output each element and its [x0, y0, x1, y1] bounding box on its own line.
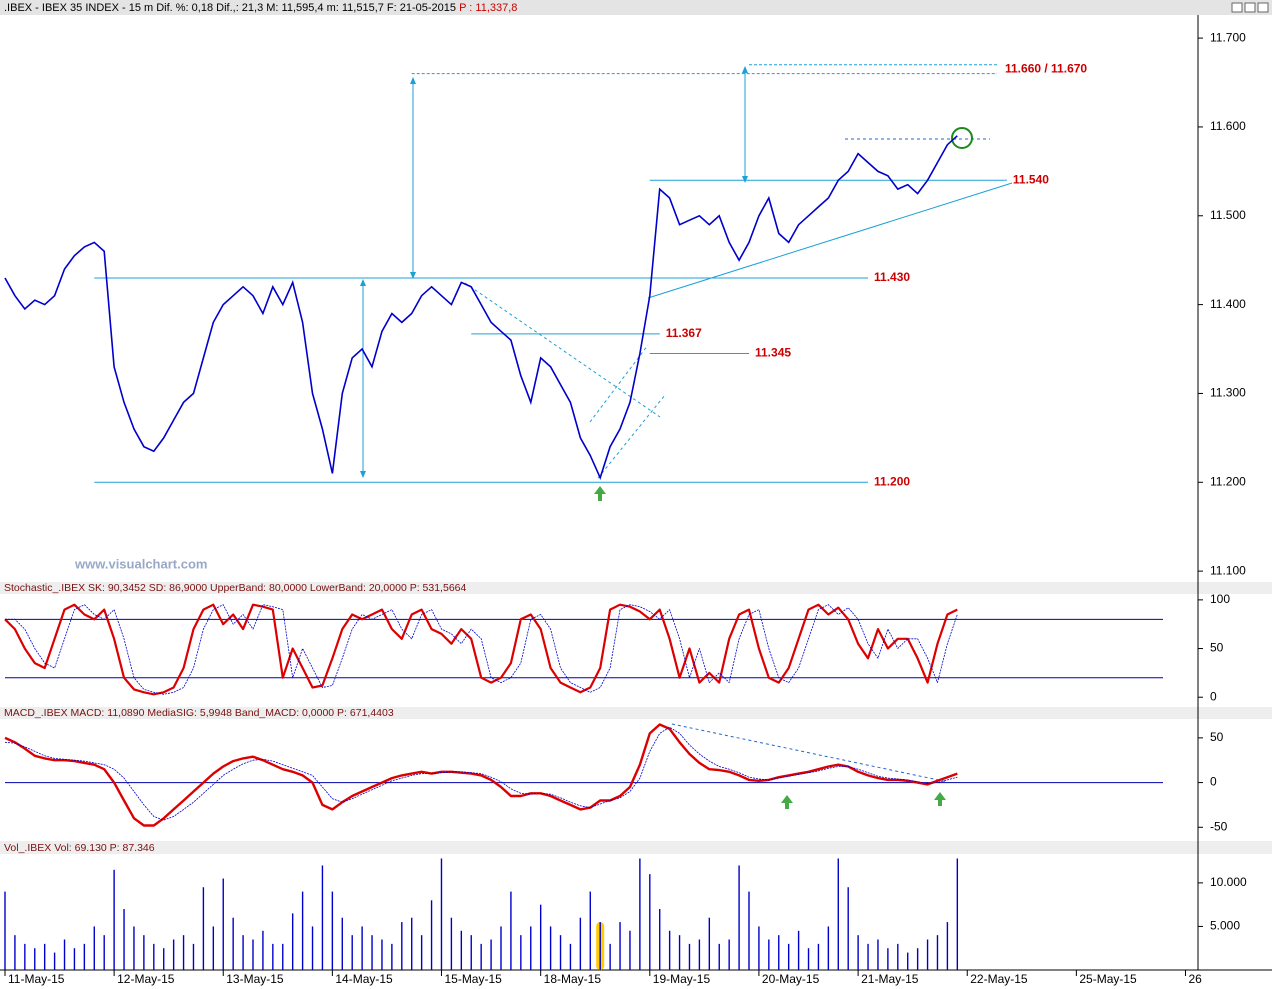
arrowheads: [360, 66, 748, 478]
x-tick-label: 19-May-15: [653, 972, 711, 986]
y-tick-label: 11.500: [1210, 208, 1246, 222]
y-tick-label: 50: [1210, 641, 1224, 655]
buy-arrow: [594, 486, 606, 501]
y-tick-label: 10.000: [1210, 875, 1247, 889]
y-tick-label: 11.400: [1210, 297, 1246, 311]
x-tick-label: 12-May-15: [117, 972, 175, 986]
indicator-line: [4, 726, 958, 821]
signal-arrows: [594, 486, 946, 809]
annotation-label: 11.660 / 11.670: [1005, 61, 1087, 75]
drawing-tools: [362, 67, 1013, 783]
buy-arrow: [934, 792, 946, 806]
x-tick-label: 21-May-15: [861, 972, 919, 986]
arrowhead: [410, 77, 416, 84]
x-tick-label: 25-May-15: [1079, 972, 1137, 986]
x-tick-label: 11-May-15: [8, 972, 65, 986]
x-tick-label: 18-May-15: [544, 972, 602, 986]
panel-title: Vol_.IBEX Vol: 69.130 P: 87.346: [4, 842, 155, 854]
maximize-button[interactable]: [1244, 2, 1256, 13]
y-tick-label: -50: [1210, 819, 1228, 833]
y-tick-label: 11.600: [1210, 119, 1246, 133]
arrowhead: [742, 66, 748, 73]
arrowhead: [742, 176, 748, 183]
y-tick-label: 11.300: [1210, 386, 1246, 400]
y-tick-label: 0: [1210, 775, 1217, 789]
y-tick-label: 11.100: [1210, 563, 1246, 577]
divergence-line: [671, 723, 949, 783]
header-price: P : 11,337,8: [459, 2, 517, 14]
header-bar: [0, 0, 1272, 15]
indicator-line: [4, 723, 958, 827]
arrowhead: [360, 471, 366, 478]
y-tick-label: 5.000: [1210, 919, 1240, 933]
indicator-line: [4, 603, 958, 696]
x-tick-label: 20-May-15: [762, 972, 820, 986]
annotation-label: 11.540: [1013, 172, 1049, 186]
trend-line: [647, 182, 1013, 299]
annotation-label: 11.345: [755, 346, 791, 360]
y-tick-label: 11.200: [1210, 474, 1246, 488]
indicator-line: [5, 604, 958, 695]
arrowhead: [360, 279, 366, 286]
minimize-button[interactable]: [1231, 2, 1243, 13]
x-tick-label: 14-May-15: [335, 972, 393, 986]
y-tick-label: 50: [1210, 730, 1224, 744]
watermark: www.visualchart.com: [74, 556, 207, 571]
x-tick-label: 22-May-15: [970, 972, 1028, 986]
y-tick-label: 11.700: [1210, 30, 1246, 44]
panel-separator: [0, 582, 1272, 594]
panel-title: MACD_.IBEX MACD: 11,0890 MediaSIG: 5,994…: [4, 707, 394, 719]
x-tick-label: 15-May-15: [444, 972, 502, 986]
header-title: .IBEX - IBEX 35 INDEX - 15 m Dif. %: 0,1…: [4, 2, 456, 14]
x-tick-label: 13-May-15: [226, 972, 284, 986]
window-buttons[interactable]: [1231, 2, 1269, 13]
annotation-label: 11.200: [874, 474, 910, 488]
annotation-label: 11.367: [666, 326, 702, 340]
panel-separator: [0, 841, 1272, 854]
panel-separator: [0, 707, 1272, 719]
y-tick-label: 100: [1210, 592, 1230, 606]
arrowhead: [410, 272, 416, 279]
panel-title: Stochastic_.IBEX SK: 90,3452 SD: 86,9000…: [4, 582, 466, 594]
x-tick-label: 26: [1188, 972, 1202, 986]
header: .IBEX - IBEX 35 INDEX - 15 m Dif. %: 0,1…: [4, 2, 517, 14]
close-button[interactable]: [1257, 2, 1269, 13]
highlight-circle: [951, 127, 973, 149]
annotation-label: 11.430: [874, 270, 910, 284]
buy-arrow: [781, 795, 793, 809]
price-line: [4, 135, 958, 481]
y-tick-label: 0: [1210, 689, 1217, 703]
